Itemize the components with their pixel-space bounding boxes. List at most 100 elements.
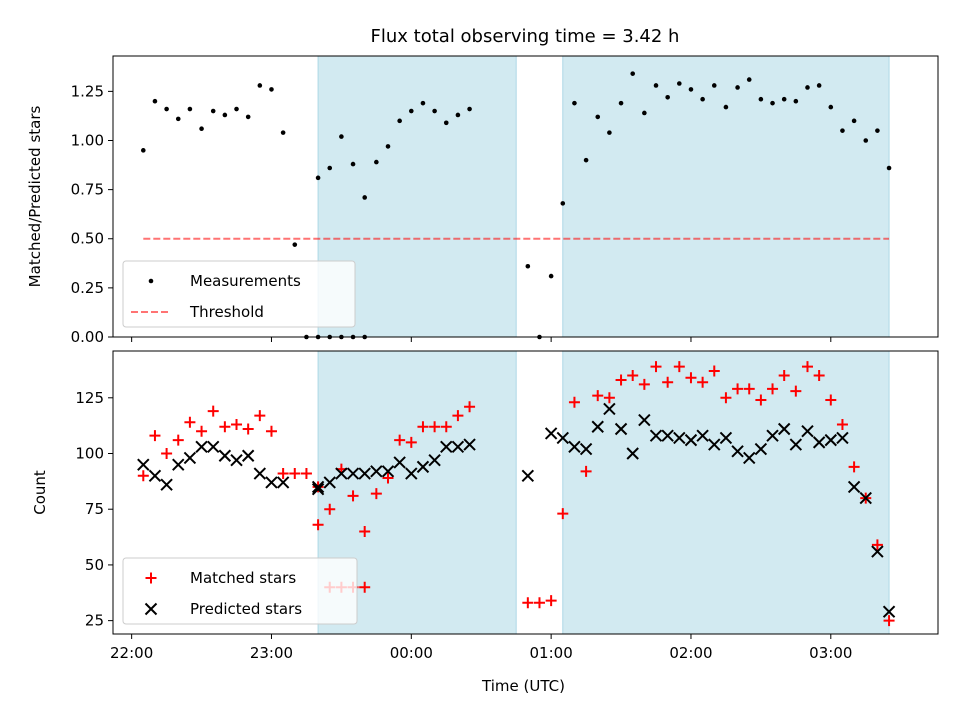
series-1-point-51	[801, 425, 814, 438]
legend-label-0: Measurements	[190, 272, 301, 290]
series-0-point-38	[568, 396, 580, 408]
series-0-point-46	[665, 94, 670, 100]
series-0-point-2	[161, 448, 173, 460]
series-0-point-6	[210, 108, 216, 114]
series-1-point-0	[137, 458, 150, 471]
series-1-point-45	[731, 445, 744, 458]
series-0-point-56	[781, 96, 787, 102]
series-0-point-30	[432, 108, 437, 114]
series-0-point-49	[697, 376, 709, 388]
series-1-point-12	[276, 476, 290, 489]
series-0-point-5	[196, 425, 208, 437]
series-1-point-56	[859, 491, 872, 505]
series-0-point-52	[732, 383, 744, 395]
x-tick-label-0: 22:00	[110, 644, 153, 662]
bottom-y-axis-label: Count	[31, 470, 49, 515]
series-0-point-11	[265, 425, 277, 437]
legend-marker-0	[145, 572, 157, 584]
series-1-point-35	[614, 422, 628, 436]
legend-label-1: Predicted stars	[190, 600, 302, 618]
legend-label-1: Threshold	[189, 303, 264, 321]
series-1-point-27	[463, 438, 476, 451]
series-0-point-30	[429, 421, 441, 433]
series-0-point-13	[289, 468, 301, 480]
series-0-point-20	[312, 519, 324, 531]
series-1-point-57	[871, 545, 884, 558]
series-1-point-54	[836, 431, 849, 445]
series-1-point-40	[673, 431, 686, 445]
series-0-point-58	[801, 361, 813, 373]
legend-box	[122, 557, 358, 625]
series-1-point-3	[172, 458, 185, 471]
y-tick-label-2: 75	[85, 500, 104, 518]
series-0-point-51	[720, 392, 732, 404]
series-1-point-31	[568, 440, 581, 454]
series-0-point-50	[711, 83, 717, 88]
bottom-x-axis-label: Time (UTC)	[481, 677, 565, 695]
x-tick-label-3: 01:00	[530, 644, 573, 662]
series-1-point-28	[521, 469, 535, 482]
top-panel: 0.00 0.25 0.50 0.75 1.00 1.25 Matched/Predict…	[26, 55, 939, 346]
series-0-point-65	[883, 615, 895, 627]
series-0-point-11	[269, 87, 274, 92]
series-0-point-47	[673, 361, 685, 373]
bottom-shaded-intervals	[317, 350, 890, 635]
top-shaded-intervals	[317, 55, 890, 338]
series-1-point-2	[160, 478, 173, 491]
bottom-panel: 25 50 75 100 125 22:00 23:00 00:00 01:00 02:00 03…	[31, 350, 939, 695]
x-tick-label-2: 00:00	[390, 644, 433, 662]
series-1-point-32	[579, 442, 593, 456]
series-0-point-7	[222, 112, 228, 118]
series-0-point-55	[770, 100, 775, 106]
series-1-point-8	[230, 453, 243, 467]
series-1-point-39	[661, 429, 674, 442]
series-1-point-53	[824, 433, 838, 447]
series-0-point-48	[685, 372, 697, 384]
series-0-point-9	[242, 423, 254, 435]
series-0-point-2	[164, 106, 169, 112]
bottom-y-axis: 25 50 75 100 125	[75, 389, 113, 630]
series-1-point-4	[183, 451, 197, 465]
series-0-point-8	[234, 106, 239, 112]
series-0-point-4	[187, 106, 193, 112]
series-1-point-50	[789, 438, 803, 451]
series-0-point-27	[394, 434, 406, 446]
y-tick-label-1: 0.25	[71, 279, 104, 297]
series-1-point-10	[253, 467, 267, 480]
series-0-point-0	[137, 470, 149, 482]
series-0-point-45	[653, 83, 659, 88]
bottom-axes-frame	[112, 350, 939, 635]
series-0-point-37	[557, 508, 569, 520]
series-0-point-54	[755, 394, 767, 406]
series-0-point-1	[149, 430, 161, 442]
series-1-point-58	[882, 605, 896, 618]
series-0-point-12	[277, 468, 289, 480]
series-0-point-32	[455, 112, 461, 118]
series-0-point-44	[642, 110, 647, 116]
series-0-point-23	[347, 490, 359, 502]
series-1-point-15	[323, 476, 336, 489]
series-1-point-18	[358, 467, 371, 480]
series-0-point-57	[793, 98, 799, 104]
series-0-point-57	[790, 385, 802, 397]
series-1-point-5	[195, 440, 208, 454]
series-0-point-50	[708, 365, 720, 377]
series-1-point-55	[847, 480, 861, 494]
y-tick-label-2: 0.50	[71, 230, 104, 248]
series-1-point-37	[638, 413, 651, 427]
series-0-point-25	[370, 488, 382, 500]
series-1-point-16	[335, 467, 348, 480]
series-0-point-6	[207, 405, 219, 417]
series-0-point-53	[743, 383, 755, 395]
series-1-point-21	[393, 456, 406, 469]
series-1-point-42	[696, 429, 709, 442]
series-0-point-1	[152, 98, 158, 104]
series-0-point-48	[688, 87, 694, 92]
series-1-point-20	[381, 465, 395, 478]
series-0-point-33	[467, 106, 472, 112]
series-1-point-9	[241, 449, 255, 462]
series-0-point-34	[525, 263, 531, 269]
series-0-point-55	[767, 383, 779, 395]
series-0-point-62	[851, 118, 857, 124]
series-0-point-3	[172, 434, 184, 446]
